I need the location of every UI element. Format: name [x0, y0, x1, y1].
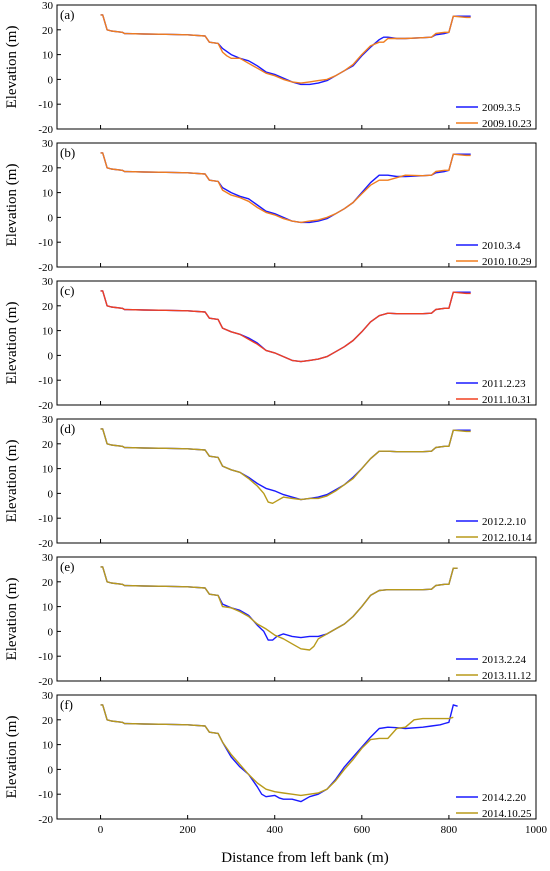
panel-label: (a): [60, 7, 74, 22]
y-tick-label: 20: [42, 163, 54, 175]
x-tick-label: 200: [179, 824, 196, 836]
y-tick-label: -20: [38, 676, 53, 688]
chart-panel: -20 -10 0 10 20 30 Elevation (m) (b) 2010.3.4 201…: [4, 138, 537, 274]
y-tick-label: 0: [48, 74, 54, 86]
legend-label: 2009.3.5: [482, 102, 521, 114]
series-line: [100, 152, 471, 224]
y-tick-label: 10: [42, 464, 54, 476]
y-tick-label: -20: [38, 124, 53, 136]
series-line: [100, 14, 471, 86]
y-tick-label: 30: [42, 138, 54, 150]
series-line: [100, 704, 458, 803]
panel-label: (e): [60, 559, 74, 574]
x-tick-label: 400: [266, 824, 283, 836]
y-tick-label: 0: [48, 350, 54, 362]
y-tick-label: -20: [38, 538, 53, 550]
y-axis-label: Elevation (m): [4, 440, 20, 523]
legend-label: 2012.2.10: [482, 516, 527, 528]
legend-label: 2014.2.20: [482, 792, 527, 804]
x-tick-label: 800: [441, 824, 458, 836]
y-tick-label: 20: [42, 25, 54, 37]
plot-frame: [56, 4, 537, 130]
x-tick-label: 0: [98, 824, 104, 836]
x-axis-label: Distance from left bank (m): [221, 850, 388, 866]
chart-panel: -20 -10 0 10 20 30 Elevation (m) (c) 2011.2.23 20…: [4, 276, 537, 412]
y-tick-label: -10: [38, 237, 53, 249]
plot-frame: [56, 418, 537, 544]
plot-frame: [56, 556, 537, 682]
x-tick-label: 1000: [525, 824, 548, 836]
legend-label: 2010.10.29: [482, 256, 532, 268]
y-axis-label: Elevation (m): [4, 716, 20, 799]
panel-label: (c): [60, 283, 74, 298]
panel-label: (b): [60, 145, 75, 160]
y-axis-label: Elevation (m): [4, 164, 20, 247]
y-tick-label: 20: [42, 301, 54, 313]
panel-label: (f): [60, 697, 73, 712]
y-tick-label: 10: [42, 740, 54, 752]
y-tick-label: 30: [42, 690, 54, 702]
y-tick-label: -10: [38, 99, 53, 111]
series-line: [100, 566, 458, 641]
legend-label: 2013.11.12: [482, 670, 531, 682]
y-tick-label: -10: [38, 651, 53, 663]
y-tick-label: -20: [38, 814, 53, 826]
y-tick-label: 0: [48, 488, 54, 500]
y-tick-label: 20: [42, 439, 54, 451]
y-tick-label: 30: [42, 414, 54, 426]
chart-panel: -20 -10 0 10 20 30 Elevation (m) (e) 2013.2.24 20…: [4, 552, 537, 688]
legend-label: 2011.10.31: [482, 394, 531, 406]
series-line: [100, 428, 471, 504]
y-tick-label: 0: [48, 212, 54, 224]
legend-label: 2010.3.4: [482, 240, 521, 252]
y-axis-label: Elevation (m): [4, 302, 20, 385]
y-tick-label: -10: [38, 513, 53, 525]
legend-label: 2014.10.25: [482, 808, 532, 820]
series-line: [100, 14, 471, 84]
series-line: [100, 290, 471, 363]
y-tick-label: 20: [42, 577, 54, 589]
series-line: [100, 152, 471, 224]
chart-panel: -20 -10 0 10 20 30 Elevation (m) (d) 2012.2.10 20…: [4, 414, 537, 550]
y-tick-label: 10: [42, 188, 54, 200]
series-line: [100, 428, 471, 501]
legend-label: 2013.2.24: [482, 654, 527, 666]
plot-frame: [56, 280, 537, 406]
y-tick-label: -20: [38, 400, 53, 412]
y-tick-label: 10: [42, 50, 54, 62]
y-tick-label: 30: [42, 0, 54, 12]
legend-label: 2011.2.23: [482, 378, 526, 390]
panel-label: (d): [60, 421, 75, 436]
y-tick-label: 10: [42, 602, 54, 614]
series-line: [100, 566, 458, 651]
y-tick-label: -20: [38, 262, 53, 274]
y-tick-label: 30: [42, 552, 54, 564]
plot-frame: [56, 142, 537, 268]
y-tick-label: -10: [38, 789, 53, 801]
y-tick-label: 0: [48, 626, 54, 638]
series-line: [100, 290, 471, 363]
plot-frame: [56, 694, 537, 820]
y-tick-label: 30: [42, 276, 54, 288]
y-tick-label: -10: [38, 375, 53, 387]
legend-label: 2012.10.14: [482, 532, 532, 544]
legend-label: 2009.10.23: [482, 118, 532, 130]
y-tick-label: 10: [42, 326, 54, 338]
chart-panel: -20 -10 0 10 20 30 0 200 400 600 800 1000 Elevation …: [4, 690, 548, 836]
y-axis-label: Elevation (m): [4, 578, 20, 661]
series-line: [100, 704, 454, 797]
y-tick-label: 20: [42, 715, 54, 727]
x-tick-label: 600: [354, 824, 371, 836]
y-axis-label: Elevation (m): [4, 26, 20, 109]
y-tick-label: 0: [48, 764, 54, 776]
chart-panel: -20 -10 0 10 20 30 Elevation (m) (a) 2009.3.5 200…: [4, 0, 537, 136]
